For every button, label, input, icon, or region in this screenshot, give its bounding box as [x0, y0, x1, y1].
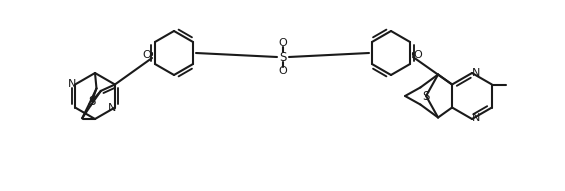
- Text: O: O: [279, 66, 288, 76]
- Text: O: O: [142, 50, 151, 60]
- Text: O: O: [414, 50, 423, 60]
- Text: S: S: [88, 95, 95, 108]
- Text: N: N: [108, 103, 116, 112]
- Text: N: N: [472, 113, 480, 123]
- Text: O: O: [279, 38, 288, 48]
- Text: N: N: [68, 79, 76, 88]
- Text: S: S: [279, 50, 286, 63]
- Text: N: N: [472, 68, 480, 78]
- Text: S: S: [423, 90, 430, 103]
